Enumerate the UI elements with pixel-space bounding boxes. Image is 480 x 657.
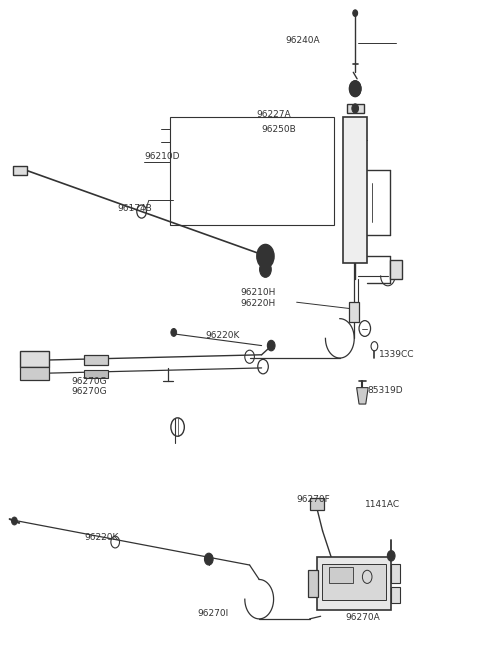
Polygon shape [357, 388, 368, 404]
Bar [343, 117, 367, 263]
Text: 96240A: 96240A [286, 36, 320, 45]
Text: 96220K: 96220K [84, 533, 119, 542]
Text: 96270A: 96270A [346, 613, 380, 622]
Text: 96210D: 96210D [144, 152, 180, 161]
Bar [84, 370, 108, 378]
Bar [317, 557, 391, 610]
Circle shape [260, 261, 271, 277]
Bar [390, 260, 402, 279]
Text: 96270G: 96270G [71, 376, 107, 386]
Bar [322, 564, 386, 600]
Text: 96270G: 96270G [71, 387, 107, 396]
Bar [13, 166, 27, 175]
Text: 85319D: 85319D [367, 386, 403, 395]
Circle shape [204, 553, 213, 565]
Circle shape [267, 340, 275, 351]
Text: 1141AC: 1141AC [365, 500, 400, 509]
Bar [349, 302, 359, 322]
Circle shape [352, 104, 359, 113]
Bar [84, 355, 108, 365]
Text: 96220H: 96220H [240, 299, 275, 308]
Text: 96220K: 96220K [205, 330, 240, 340]
Bar [308, 570, 318, 597]
Text: 96227A: 96227A [257, 110, 291, 120]
Bar [20, 367, 49, 380]
Text: 1339CC: 1339CC [379, 350, 415, 359]
Circle shape [12, 517, 17, 525]
Circle shape [387, 551, 395, 561]
Text: 96270I: 96270I [198, 609, 229, 618]
Circle shape [171, 328, 177, 336]
Text: 96270F: 96270F [297, 495, 330, 504]
Text: 96174B: 96174B [118, 204, 152, 214]
Circle shape [257, 244, 274, 268]
Bar [170, 117, 334, 225]
Bar [310, 498, 324, 510]
Bar [329, 567, 353, 583]
Text: 96210H: 96210H [240, 288, 276, 297]
Bar [391, 564, 400, 583]
Bar [20, 351, 49, 367]
Bar [347, 104, 364, 113]
Text: 96250B: 96250B [262, 125, 296, 134]
Circle shape [353, 10, 358, 16]
Bar [391, 587, 400, 603]
Circle shape [349, 81, 361, 97]
